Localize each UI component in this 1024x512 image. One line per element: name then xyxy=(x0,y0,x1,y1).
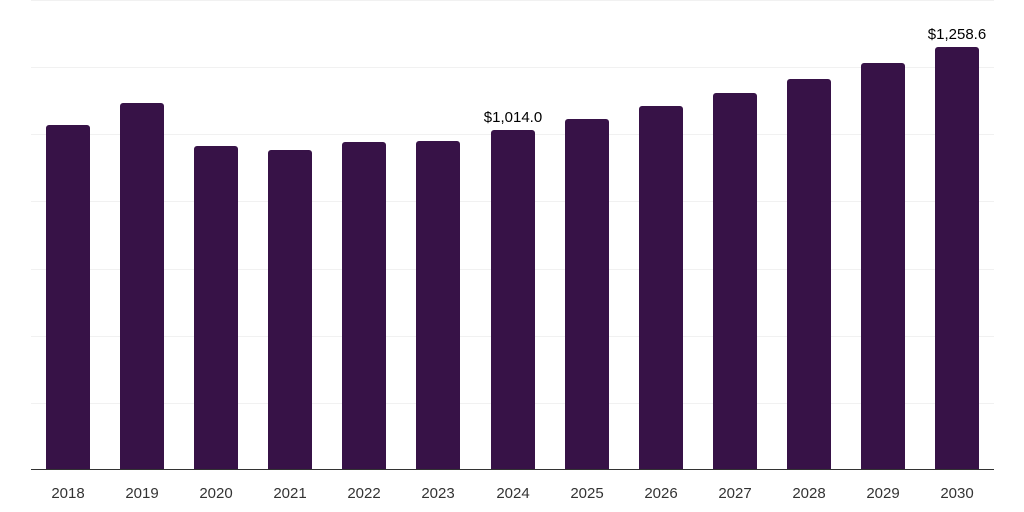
x-tick-label: 2030 xyxy=(940,485,974,502)
x-tick-label: 2018 xyxy=(51,485,85,502)
bar-2024[interactable] xyxy=(491,130,535,470)
x-tick-label: 2022 xyxy=(347,485,381,502)
data-label-2030: $1,258.6 xyxy=(927,26,987,43)
x-tick-label: 2023 xyxy=(421,485,455,502)
bar-2025[interactable] xyxy=(565,119,609,470)
bar-2023[interactable] xyxy=(416,141,460,470)
gridline xyxy=(31,0,994,1)
bar-2029[interactable] xyxy=(861,63,905,470)
x-tick-label: 2021 xyxy=(273,485,307,502)
bar-2021[interactable] xyxy=(268,150,312,470)
x-tick-label: 2025 xyxy=(570,485,604,502)
x-axis-line xyxy=(31,469,994,470)
x-tick-label: 2026 xyxy=(644,485,678,502)
x-tick-label: 2019 xyxy=(125,485,159,502)
gridline xyxy=(31,67,994,68)
data-label-2024: $1,014.0 xyxy=(483,109,543,126)
bar-2028[interactable] xyxy=(787,79,831,470)
x-tick-label: 2028 xyxy=(792,485,826,502)
bar-2020[interactable] xyxy=(194,146,238,470)
bar-2027[interactable] xyxy=(713,93,757,470)
x-tick-label: 2020 xyxy=(199,485,233,502)
x-tick-label: 2027 xyxy=(718,485,752,502)
bar-2026[interactable] xyxy=(639,106,683,470)
bar-2022[interactable] xyxy=(342,142,386,470)
bar-2030[interactable] xyxy=(935,47,979,470)
bar-2019[interactable] xyxy=(120,103,164,470)
bar-2018[interactable] xyxy=(46,125,90,470)
x-tick-label: 2029 xyxy=(866,485,900,502)
x-tick-label: 2024 xyxy=(496,485,530,502)
